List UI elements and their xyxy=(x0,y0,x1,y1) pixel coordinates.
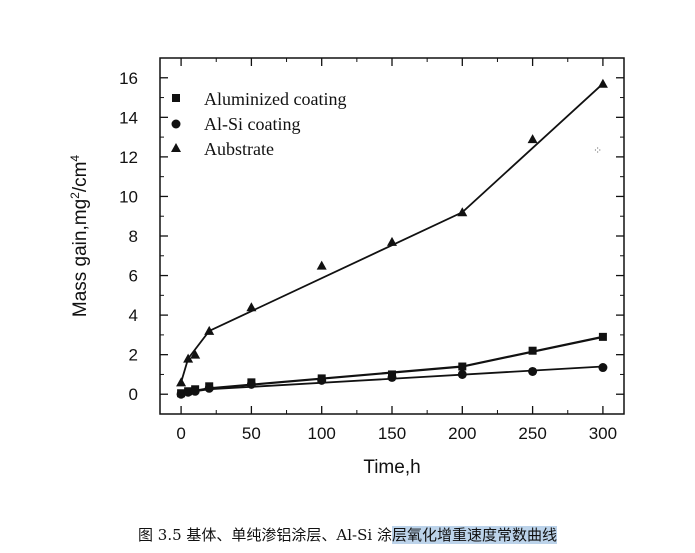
point-al-si-coating xyxy=(183,387,193,397)
legend-label-alsi: Al-Si coating xyxy=(204,114,301,134)
plot-frame xyxy=(159,57,625,415)
x-tick-label-200: 200 xyxy=(448,424,476,443)
x-axis-title: Time,h xyxy=(363,457,420,478)
y-tick-label-0: 0 xyxy=(129,385,138,404)
point-al-si-coating xyxy=(528,366,538,376)
x-tick-label-50: 50 xyxy=(242,424,261,443)
x-tick-label-100: 100 xyxy=(308,424,336,443)
x-tick-label-150: 150 xyxy=(378,424,406,443)
point-al-si-coating xyxy=(190,386,200,396)
y-tick-label-8: 8 xyxy=(129,227,138,246)
point-aluminized-coating xyxy=(528,346,537,355)
y-tick-label-10: 10 xyxy=(119,187,138,206)
axis-ticks xyxy=(160,58,624,414)
point-al-si-coating xyxy=(176,389,186,399)
point-aubstrate xyxy=(597,78,608,88)
point-aubstrate xyxy=(316,260,327,270)
point-al-si-coating xyxy=(246,379,256,389)
point-al-si-coating xyxy=(317,375,327,385)
point-aubstrate xyxy=(190,349,201,359)
legend: Aluminized coating Al-Si coating Aubstra… xyxy=(171,89,346,159)
scan-speck: ⁘ xyxy=(593,144,603,157)
point-aubstrate xyxy=(457,207,468,217)
caption-prefix: 图 3.5 基体、单纯渗铝涂层、Al-Si 涂 xyxy=(138,526,392,544)
point-aubstrate xyxy=(246,302,257,312)
point-al-si-coating xyxy=(204,383,214,393)
point-al-si-coating xyxy=(387,372,397,382)
legend-marker-circle xyxy=(171,119,181,129)
point-aluminized-coating xyxy=(458,362,467,371)
y-tick-label-6: 6 xyxy=(129,267,138,286)
x-tick-label-300: 300 xyxy=(589,424,617,443)
point-aubstrate xyxy=(176,377,187,387)
point-aubstrate xyxy=(204,325,215,335)
axis-tick-labels: 0 50 100 150 200 250 300 0 2 4 6 8 10 12 14 16 xyxy=(119,69,617,443)
fit-line-aluminized-coating xyxy=(180,335,604,395)
point-aubstrate xyxy=(387,236,397,246)
x-tick-label-0: 0 xyxy=(176,424,185,443)
point-al-si-coating xyxy=(598,363,608,373)
point-aluminized-coating xyxy=(598,332,607,341)
point-al-si-coating xyxy=(457,369,467,379)
point-aubstrate xyxy=(183,353,194,363)
y-axis-title: Mass gain,mg2/cm4 xyxy=(68,155,91,318)
y-tick-label-16: 16 xyxy=(119,69,138,88)
legend-marker-triangle xyxy=(171,143,181,152)
figure-caption: 图 3.5 基体、单纯渗铝涂层、Al-Si 涂层氧化增重速度常数曲线 xyxy=(0,524,695,545)
caption-highlighted: 层氧化增重速度常数曲线 xyxy=(391,526,557,544)
point-aubstrate xyxy=(527,134,538,144)
y-tick-label-12: 12 xyxy=(119,148,138,167)
legend-label-substrate: Aubstrate xyxy=(204,139,274,159)
legend-label-aluminized: Aluminized coating xyxy=(204,89,346,109)
y-tick-label-14: 14 xyxy=(119,108,138,127)
data-markers xyxy=(176,78,608,399)
y-tick-label-2: 2 xyxy=(129,346,138,365)
y-tick-label-4: 4 xyxy=(129,306,138,325)
x-tick-label-250: 250 xyxy=(518,424,546,443)
legend-marker-square xyxy=(172,94,180,102)
